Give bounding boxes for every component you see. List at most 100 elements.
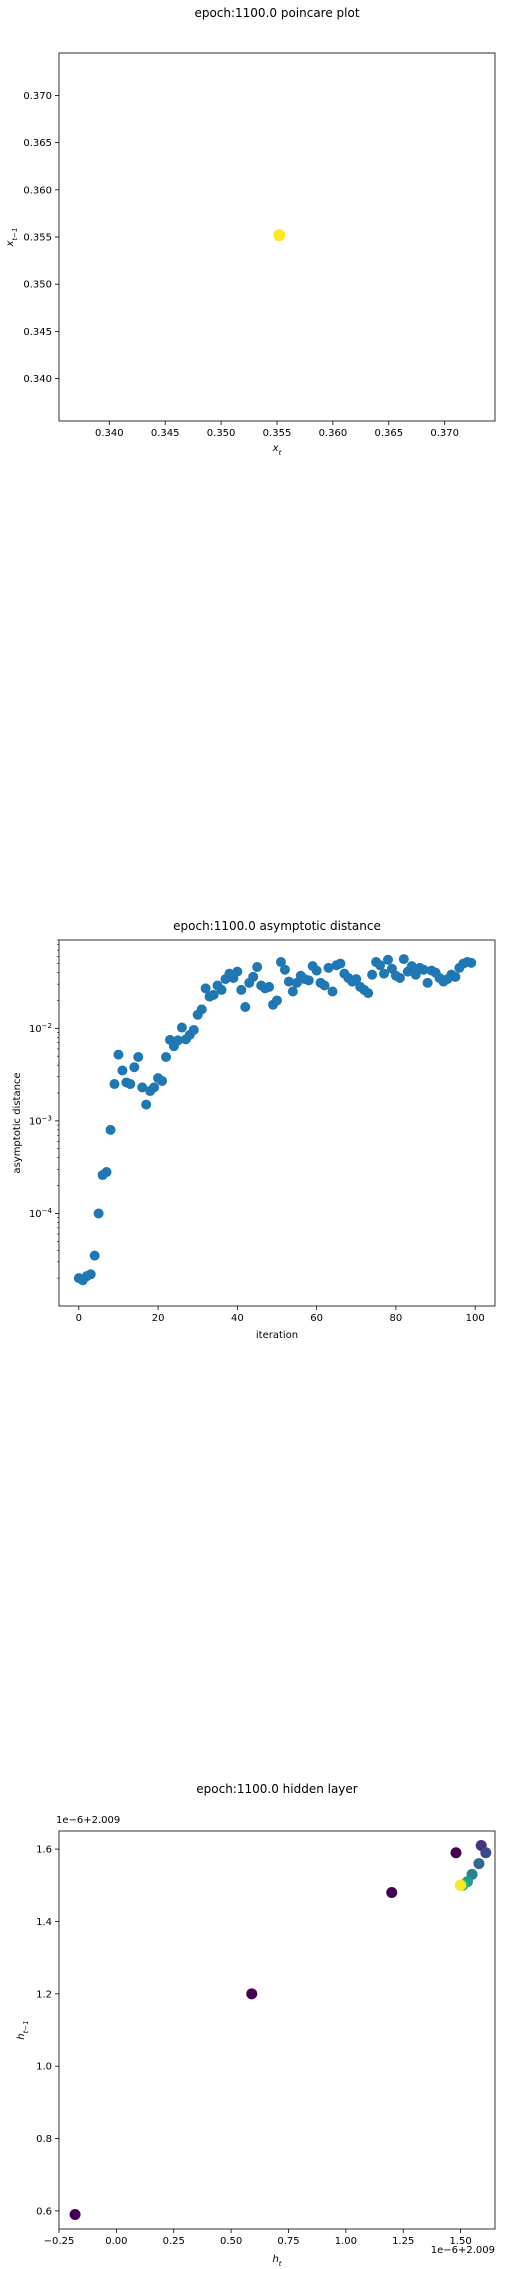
y-tick-label: 1.2 <box>36 1989 52 2000</box>
data-point <box>450 1847 462 1859</box>
x-tick-label: 100 <box>466 1313 485 1324</box>
y-axis-label: ht−1 <box>16 2020 30 2039</box>
data-point <box>335 958 346 969</box>
data-point <box>188 1024 199 1035</box>
data-point <box>176 1022 187 1033</box>
data-point <box>141 1099 152 1110</box>
data-point <box>89 1250 100 1261</box>
data-point <box>480 1847 492 1859</box>
y-tick-label: 1.0 <box>36 2062 52 2073</box>
data-point <box>275 957 286 968</box>
data-point <box>406 961 417 972</box>
data-point <box>466 957 477 968</box>
x-tick-label: 0 <box>76 1313 82 1324</box>
x-tick-label: 1.50 <box>449 2236 471 2247</box>
y-tick-label: 1.4 <box>36 1917 52 1928</box>
chart-title: epoch:1100.0 poincare plot <box>194 6 359 20</box>
x-tick-label: 0.360 <box>319 428 348 439</box>
x-tick-label: 0.365 <box>374 428 403 439</box>
data-point <box>133 1051 144 1062</box>
data-point <box>382 954 393 965</box>
data-point <box>450 971 461 982</box>
x-tick-label: 0.75 <box>277 2236 299 2247</box>
data-point <box>137 1082 148 1093</box>
data-point <box>303 975 314 986</box>
data-point <box>248 971 259 982</box>
data-point <box>379 968 390 979</box>
data-point <box>208 989 219 1000</box>
data-point <box>319 980 330 991</box>
data-point <box>386 1887 398 1899</box>
x-tick-label: 0.355 <box>263 428 292 439</box>
data-point <box>105 1124 116 1135</box>
x-tick-label: 0.00 <box>105 2236 127 2247</box>
x-tick-label: 0.370 <box>430 428 459 439</box>
data-point <box>69 2209 81 2221</box>
y-tick-label: 0.355 <box>23 233 52 244</box>
plot-area <box>58 939 496 1307</box>
plot-area <box>58 1830 496 2230</box>
y-tick-label: 0.365 <box>23 138 52 149</box>
data-point <box>161 1051 172 1062</box>
data-point <box>157 1075 168 1086</box>
x-axis-label: iteration <box>256 1330 298 1341</box>
data-point <box>246 1988 258 2000</box>
asymptotic-distance-plot: epoch:1100.0 asymptotic distance 0 20 40 60… <box>12 919 496 1341</box>
data-point <box>252 961 263 972</box>
x-tick-label: 0.345 <box>151 428 180 439</box>
data-point <box>311 965 322 976</box>
data-point <box>232 966 243 977</box>
y-offset-text: 1e−6+2.009 <box>56 1815 120 1826</box>
y-tick-label: 10−3 <box>29 1114 52 1127</box>
data-point <box>101 1167 112 1178</box>
x-tick-label: −0.25 <box>44 2236 75 2247</box>
data-point <box>455 1879 467 1891</box>
x-tick-label: 20 <box>152 1313 165 1324</box>
y-tick-label: 0.340 <box>23 374 52 385</box>
x-offset-text: 1e−6+2.009 <box>431 2245 495 2256</box>
data-point <box>264 981 275 992</box>
x-tick-label: 60 <box>310 1313 323 1324</box>
y-tick-label: 10−2 <box>29 1022 52 1035</box>
chart-title: epoch:1100.0 asymptotic distance <box>173 919 381 933</box>
data-point <box>363 988 374 999</box>
hidden-layer-plot: epoch:1100.0 hidden layer 1e−6+2.009 −0.… <box>16 1782 496 2268</box>
data-point <box>109 1079 120 1090</box>
x-axis-label: ht <box>272 2254 281 2268</box>
y-tick-label: 0.350 <box>23 280 52 291</box>
x-tick-label: 0.50 <box>220 2236 242 2247</box>
x-tick-label: 80 <box>390 1313 403 1324</box>
data-point <box>113 1049 124 1060</box>
data-point <box>85 1269 96 1280</box>
x-axis-label: xt <box>272 443 282 457</box>
data-point <box>279 964 290 975</box>
data-point <box>240 1001 251 1012</box>
data-point <box>129 1062 140 1073</box>
x-tick-label: 1.25 <box>392 2236 414 2247</box>
data-point <box>283 976 294 987</box>
data-point <box>323 962 334 973</box>
y-tick-label: 10−4 <box>29 1207 53 1220</box>
data-point <box>200 983 211 994</box>
x-tick-label: 40 <box>231 1313 244 1324</box>
data-point <box>327 986 338 997</box>
data-point <box>351 974 362 985</box>
data-point <box>273 229 286 242</box>
data-point <box>236 984 247 995</box>
data-point <box>117 1065 128 1076</box>
data-point <box>394 972 405 983</box>
y-tick-label: 0.8 <box>36 2134 52 2145</box>
y-tick-label: 1.6 <box>36 1845 52 1856</box>
y-axis-label: xt−1 <box>5 228 19 248</box>
data-point <box>196 1004 207 1015</box>
poincare-plot: epoch:1100.0 poincare plot 0.340 0.345 0.3… <box>5 6 496 457</box>
x-tick-label: 0.340 <box>95 428 124 439</box>
data-point <box>172 1035 183 1046</box>
y-tick-label: 0.6 <box>36 2206 52 2217</box>
y-tick-label: 0.370 <box>23 91 52 102</box>
data-point <box>473 1858 485 1870</box>
data-point <box>149 1082 160 1093</box>
data-point <box>125 1079 136 1090</box>
y-tick-label: 0.345 <box>23 327 52 338</box>
